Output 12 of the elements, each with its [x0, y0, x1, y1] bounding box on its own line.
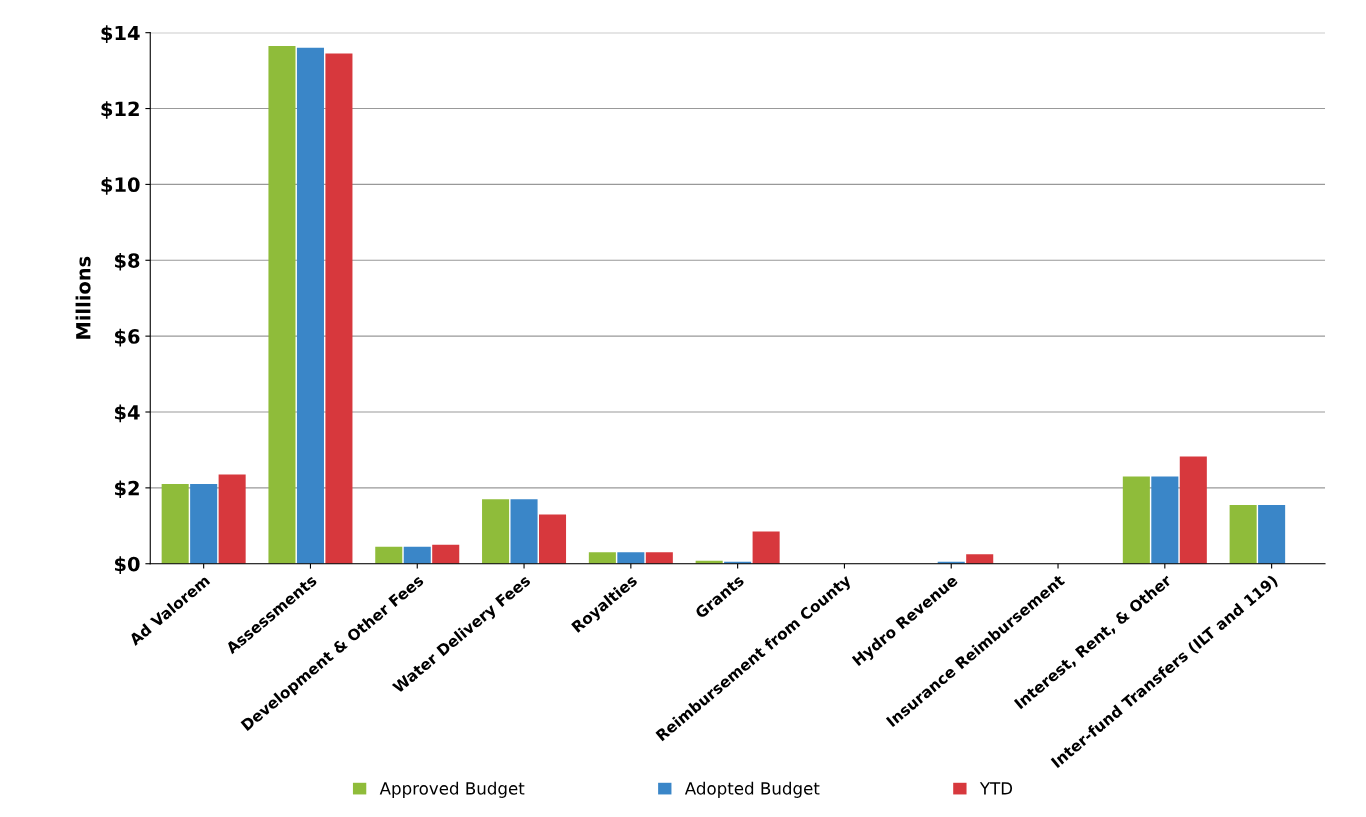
y-axis-title: Millions: [75, 256, 91, 339]
y-tick-label: $8: [115, 252, 140, 271]
y-tick-label: $2: [115, 480, 139, 499]
legend-label: YTD: [979, 782, 1013, 795]
y-tick-label: $14: [101, 25, 140, 43]
y-tick-label: $10: [101, 177, 140, 195]
y-tick-label: $6: [115, 328, 140, 347]
y-tick-label: $4: [115, 404, 140, 423]
y-tick-label: $0: [115, 556, 140, 574]
y-tick-label: $12: [101, 101, 139, 119]
legend-label: Approved Budget: [379, 781, 525, 798]
legend-label: Adopted Budget: [684, 781, 820, 798]
